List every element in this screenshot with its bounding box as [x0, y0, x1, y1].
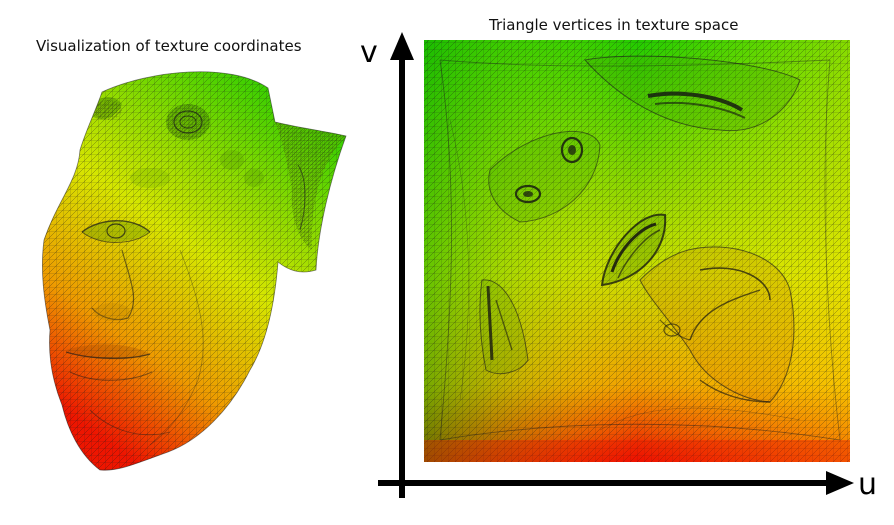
axis-u-label: u: [858, 467, 878, 502]
face-eye: [81, 220, 151, 243]
uv-island-center-eye: [600, 213, 667, 287]
left-panel-caption: Visualization of texture coordinates: [36, 37, 302, 55]
uv-island-bottom-right: [639, 246, 795, 403]
right-panel-caption: Triangle vertices in texture space: [489, 16, 739, 34]
uv-island-eye-pair: [488, 130, 601, 223]
face-chin: [89, 409, 171, 436]
face-nose: [91, 249, 135, 321]
axis-v-label: v: [360, 35, 378, 70]
uv-island-left-sliver: [479, 279, 529, 375]
face-ear: [275, 122, 346, 250]
face-horn-center: [166, 104, 210, 140]
arrow-up-icon: [390, 32, 414, 60]
uv-island-top-right: [584, 55, 801, 132]
arrow-right-icon: [826, 471, 854, 495]
face-brow-bumps: [130, 150, 264, 188]
texture-atlas: [424, 40, 850, 462]
face-mesh-model: [41, 71, 347, 471]
face-mouth: [65, 344, 153, 381]
axis-v: [390, 32, 414, 498]
axis-u: [378, 471, 854, 495]
